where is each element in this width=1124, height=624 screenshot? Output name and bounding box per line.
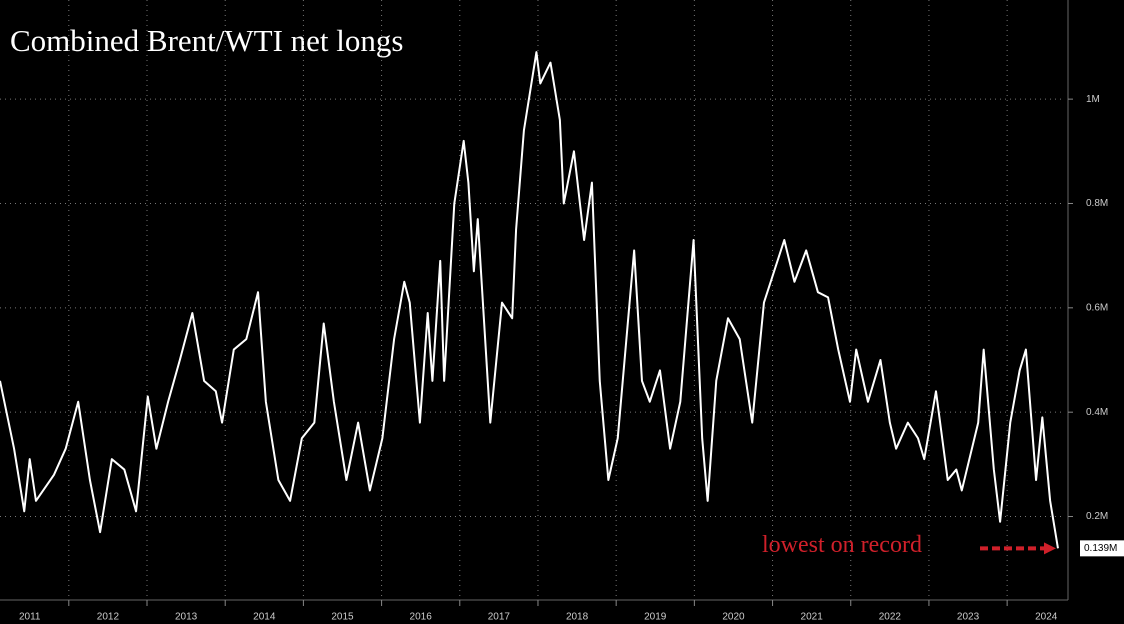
chart-title: Combined Brent/WTI net longs: [10, 23, 403, 58]
x-tick-label: 2020: [722, 612, 745, 623]
data-line: [0, 51, 1059, 549]
x-tick-label: 2017: [488, 612, 511, 623]
last-value-tag: [1080, 540, 1124, 557]
x-tick-label: 2021: [801, 612, 824, 623]
annotation-arrowhead: [1044, 542, 1056, 555]
last-value-label: 0.139M: [1084, 543, 1117, 554]
y-tick-label: 0.4M: [1086, 407, 1108, 418]
x-tick-label: 2022: [879, 612, 902, 623]
y-tick-label: 1M: [1086, 94, 1100, 105]
y-tick-label: 0.2M: [1086, 511, 1108, 522]
y-tick-label: 0.8M: [1086, 198, 1108, 209]
x-tick-label: 2012: [97, 612, 120, 623]
annotation: lowest on record: [762, 532, 922, 558]
x-tick-label: 2014: [253, 612, 276, 623]
x-tick-label: 2013: [175, 612, 198, 623]
x-tick-label: 2015: [331, 612, 354, 623]
x-tick-label: 2019: [644, 612, 667, 623]
y-tick-label: 0.6M: [1086, 302, 1108, 313]
x-tick-label: 2023: [957, 612, 980, 623]
x-tick-label: 2024: [1035, 612, 1058, 623]
x-tick-label: 2018: [566, 612, 589, 623]
x-tick-label: 2011: [19, 612, 41, 623]
x-tick-label: 2016: [410, 612, 433, 623]
